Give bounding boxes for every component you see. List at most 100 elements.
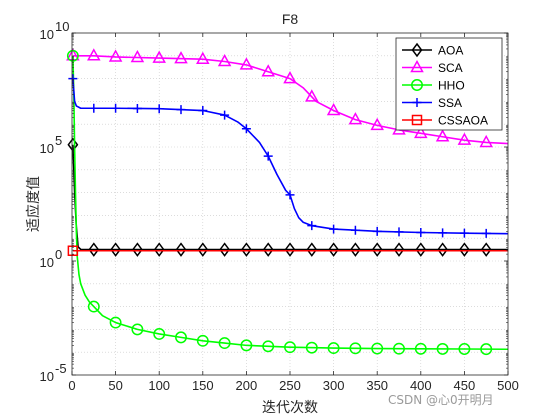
series-marker-aoa	[371, 242, 383, 257]
series-marker-aoa	[175, 242, 187, 257]
series-marker-ssa	[307, 221, 317, 231]
series-marker-ssa	[111, 103, 121, 113]
y-tick-base: 10	[40, 141, 54, 156]
legend-label: HHO	[438, 79, 465, 93]
series-marker-ssa	[329, 224, 339, 234]
x-tick-label: 500	[497, 378, 519, 393]
series-marker-sca	[174, 51, 188, 64]
legend: AOA SCA HHO SSA CSSAOA	[395, 37, 503, 131]
x-tick-label: 350	[366, 378, 388, 393]
legend-entry-cssaoa: CSSAOA	[402, 114, 488, 128]
series-marker-aoa	[219, 242, 231, 257]
series-marker-aoa	[458, 242, 470, 257]
series-marker-ssa	[263, 151, 273, 161]
series-marker-ssa	[438, 228, 448, 238]
x-tick-label: 50	[108, 378, 122, 393]
y-tick-label: 10-5	[40, 361, 67, 384]
series-layer	[66, 48, 509, 356]
series-marker-hho	[393, 342, 405, 355]
legend-box	[395, 37, 503, 131]
series-marker-aoa	[349, 242, 361, 257]
series-marker-aoa	[415, 242, 427, 257]
legend-swatch-marker	[411, 42, 423, 58]
y-tick-base: 10	[40, 27, 54, 42]
series-marker-hho	[153, 328, 166, 340]
series-marker-aoa	[306, 242, 318, 257]
watermark: CSDN @心0开明月	[388, 393, 494, 407]
series-marker-ssa	[372, 226, 382, 236]
series-marker-ssa	[481, 228, 491, 238]
y-tick-base: 10	[40, 369, 54, 384]
series-marker-ssa	[132, 103, 142, 113]
series-marker-sca	[130, 49, 145, 63]
series-marker-aoa	[110, 242, 122, 257]
legend-entry-sca: SCA	[402, 59, 463, 75]
series-marker-ssa	[394, 227, 404, 237]
series-marker-aoa	[262, 242, 274, 257]
series-marker-hho	[327, 342, 340, 355]
series-marker-ssa	[285, 190, 295, 200]
series-marker-sca	[217, 53, 232, 67]
series-marker-ssa	[198, 106, 208, 116]
y-axis-label: 适应度值	[25, 176, 42, 232]
y-tick-label: 105	[40, 133, 63, 156]
series-marker-hho	[436, 342, 449, 355]
series-marker-aoa	[131, 242, 143, 257]
series-marker-cssaoa	[67, 245, 79, 256]
series-marker-sca	[152, 50, 166, 63]
series-marker-ssa	[350, 225, 360, 235]
legend-swatch-marker	[411, 79, 423, 91]
legend-entry-ssa: SSA	[402, 96, 462, 110]
series-marker-sca	[326, 102, 341, 116]
series-marker-hho	[175, 331, 187, 344]
series-marker-hho	[196, 334, 209, 347]
y-tick-exponent: 0	[55, 247, 62, 262]
legend-label: CSSAOA	[438, 114, 488, 128]
series-ssa	[68, 74, 509, 238]
series-marker-ssa	[416, 228, 426, 237]
legend-entry-aoa: AOA	[402, 42, 463, 58]
legend-entries: AOA SCA HHO SSA CSSAOA	[402, 42, 488, 128]
series-marker-sca	[239, 57, 254, 70]
series-marker-hho	[262, 340, 275, 353]
series-marker-sca	[370, 117, 384, 131]
series-marker-aoa	[437, 242, 449, 257]
series-marker-hho	[305, 341, 318, 354]
series-marker-sca	[87, 48, 101, 61]
x-tick-label: 200	[236, 378, 258, 393]
x-tick-label: 450	[454, 378, 476, 393]
series-hho	[66, 49, 509, 356]
x-tick-label: 0	[68, 378, 75, 393]
series-marker-sca	[196, 51, 210, 64]
series-marker-hho	[218, 337, 231, 350]
series-marker-hho	[131, 323, 144, 336]
series-marker-sca	[348, 112, 363, 125]
series-marker-hho	[240, 339, 253, 352]
y-tick-label: 100	[40, 247, 63, 270]
series-marker-sca	[479, 134, 493, 148]
series-marker-hho	[87, 300, 100, 313]
series-marker-aoa	[153, 242, 165, 257]
series-marker-hho	[371, 342, 384, 355]
y-tick-base: 10	[40, 255, 54, 270]
series-marker-aoa	[197, 242, 209, 257]
x-tick-label: 100	[148, 378, 170, 393]
legend-label: SSA	[438, 96, 462, 110]
series-marker-ssa	[459, 228, 469, 238]
series-marker-aoa	[480, 242, 492, 257]
series-marker-sca	[261, 64, 275, 77]
series-marker-hho	[480, 343, 493, 356]
x-tick-label: 150	[192, 378, 214, 393]
series-marker-hho	[414, 342, 427, 355]
series-marker-ssa	[176, 105, 186, 115]
series-marker-sca	[414, 125, 428, 139]
series-marker-hho	[284, 341, 296, 354]
series-marker-hho	[458, 343, 471, 355]
legend-swatch-marker	[410, 59, 424, 73]
legend-swatch-marker	[411, 114, 423, 126]
x-axis-label: 迭代次数	[262, 400, 318, 416]
legend-entry-hho: HHO	[402, 79, 465, 93]
y-tick-exponent: 5	[55, 133, 62, 148]
